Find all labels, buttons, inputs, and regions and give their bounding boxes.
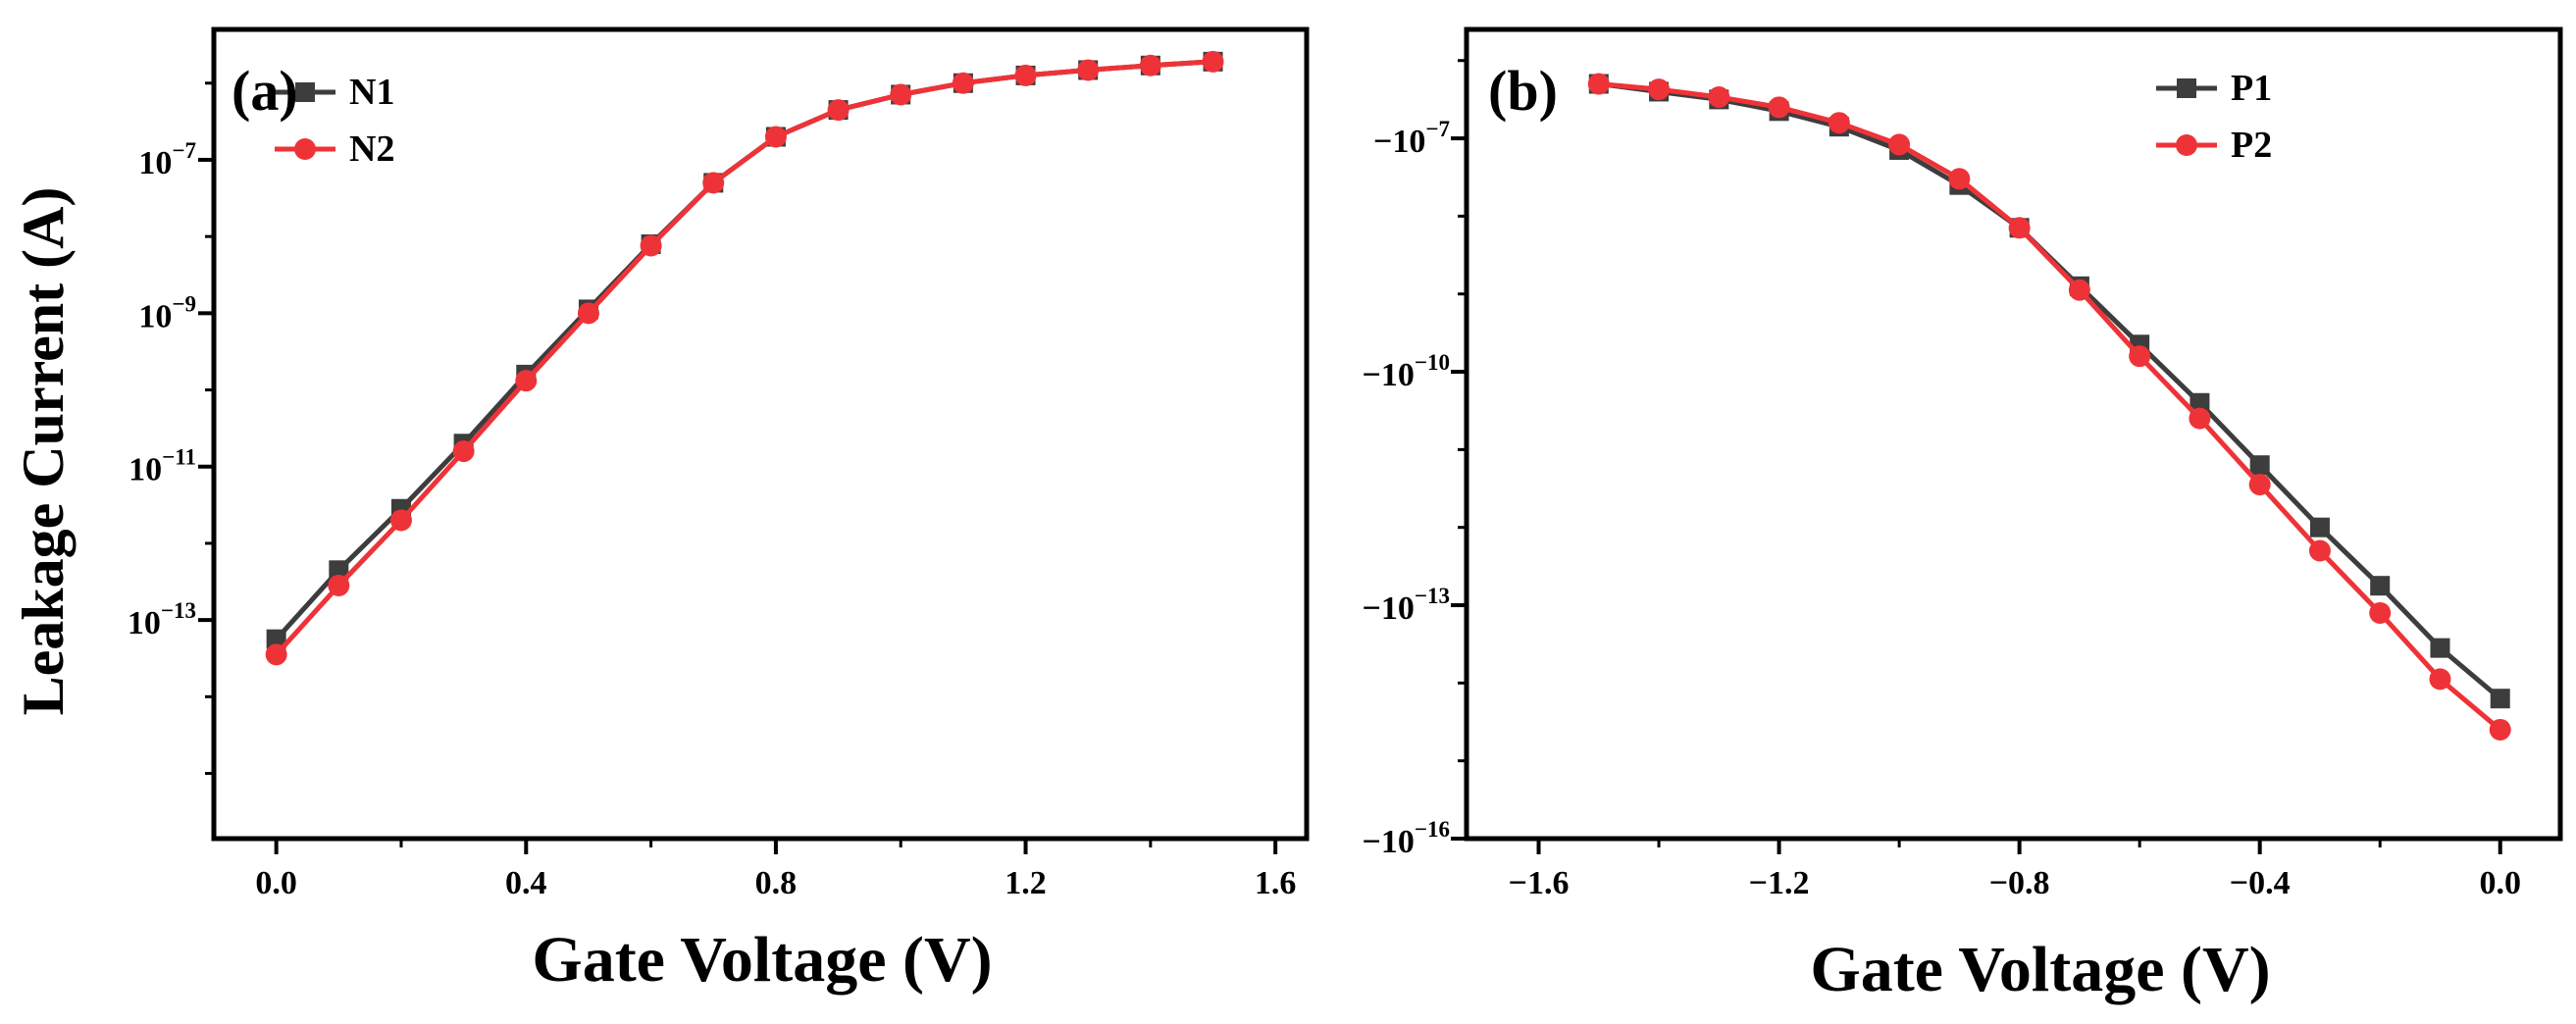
data-point-N2 <box>702 172 725 194</box>
y-tick-label: −10−7 <box>1373 117 1450 160</box>
data-point-P2 <box>1888 133 1911 156</box>
x-tick-label: 0.0 <box>255 865 297 901</box>
data-point-N2 <box>640 234 662 257</box>
plot-frame <box>1464 26 2563 842</box>
data-point-P2 <box>1828 112 1850 134</box>
data-point-P1 <box>2309 517 2330 538</box>
data-point-P2 <box>2189 407 2211 430</box>
data-point-P2 <box>2308 539 2331 562</box>
y-tick-label: −10−16 <box>1363 817 1450 860</box>
panel-b: −1.6 −1.2 −0.8 −0.4 0.0 −10−16 −10−13 −10−10 −10… <box>1363 26 2563 901</box>
data-point-N2 <box>890 83 912 106</box>
legend-marker-P1 <box>2177 78 2196 98</box>
xlabel-a: Gate Voltage (V) <box>532 924 992 996</box>
data-point-P2 <box>1708 86 1730 109</box>
legend-marker-P2 <box>2176 134 2197 156</box>
ylabel-a: Leakage Current (A) <box>11 187 76 716</box>
x-tick-label: −1.2 <box>1749 865 1810 901</box>
data-point-N2 <box>764 126 787 148</box>
y-tick-label: 10−13 <box>128 598 196 641</box>
legend-marker-N2 <box>294 138 316 160</box>
data-point-P2 <box>2369 601 2392 624</box>
x-tick-label: 0.8 <box>755 865 798 901</box>
y-tick-label: −10−13 <box>1363 584 1450 627</box>
legend-label-N2: N2 <box>349 128 394 170</box>
series-line-N1 <box>274 59 1213 641</box>
data-point-N1 <box>329 560 349 581</box>
data-point-N2 <box>1077 59 1100 81</box>
series-line-P1 <box>1598 81 2502 701</box>
data-point-P2 <box>2008 217 2031 239</box>
data-point-P2 <box>1648 78 1671 101</box>
data-point-P1 <box>2490 689 2510 709</box>
plot-frame <box>211 26 1310 842</box>
data-point-P1 <box>2370 576 2391 596</box>
y-tick-label: 10−7 <box>138 138 196 181</box>
data-point-N2 <box>265 643 287 666</box>
legend-label-P1: P1 <box>2231 68 2272 109</box>
x-tick-label: 1.2 <box>1005 865 1047 901</box>
data-point-P1 <box>2190 392 2210 413</box>
panel-label: (b) <box>1488 59 1558 123</box>
x-tick-label: 0.0 <box>2479 865 2521 901</box>
series-line-P2 <box>1598 81 2502 732</box>
data-point-P2 <box>2129 345 2151 368</box>
data-point-P2 <box>2068 279 2090 301</box>
data-point-N2 <box>1139 54 1161 77</box>
data-point-P2 <box>2429 668 2451 691</box>
x-tick-label: 1.6 <box>1255 865 1297 901</box>
data-point-N1 <box>266 629 286 649</box>
x-tick-label: −1.6 <box>1509 865 1570 901</box>
legend-marker-N1 <box>295 82 315 102</box>
data-point-P2 <box>1768 96 1790 119</box>
data-point-P1 <box>2249 455 2270 476</box>
data-point-N2 <box>515 370 538 392</box>
panel-label: (a) <box>232 59 298 123</box>
data-point-N2 <box>452 440 475 463</box>
data-point-N2 <box>827 99 850 122</box>
x-tick-label: −0.8 <box>1989 865 2050 901</box>
data-point-N2 <box>952 72 974 94</box>
data-point-P2 <box>2489 718 2511 741</box>
data-point-N2 <box>577 302 599 325</box>
y-tick-label: −10−10 <box>1363 350 1450 393</box>
x-tick-label: −0.4 <box>2230 865 2291 901</box>
data-point-P1 <box>2430 638 2450 658</box>
xlabel-b: Gate Voltage (V) <box>1810 934 2270 1005</box>
data-point-P2 <box>1587 73 1610 95</box>
data-point-N2 <box>1202 50 1224 73</box>
series-line-N2 <box>274 59 1213 656</box>
y-tick-label: 10−9 <box>138 291 196 334</box>
y-tick-label: 10−11 <box>129 445 196 488</box>
data-point-N2 <box>1014 64 1037 86</box>
data-point-N2 <box>389 509 412 532</box>
x-tick-label: 0.4 <box>505 865 547 901</box>
data-point-P2 <box>1948 168 1971 190</box>
legend-label-N1: N1 <box>349 72 394 113</box>
data-point-N2 <box>328 574 350 596</box>
legend-label-P2: P2 <box>2231 125 2272 166</box>
data-point-P2 <box>2248 474 2271 496</box>
